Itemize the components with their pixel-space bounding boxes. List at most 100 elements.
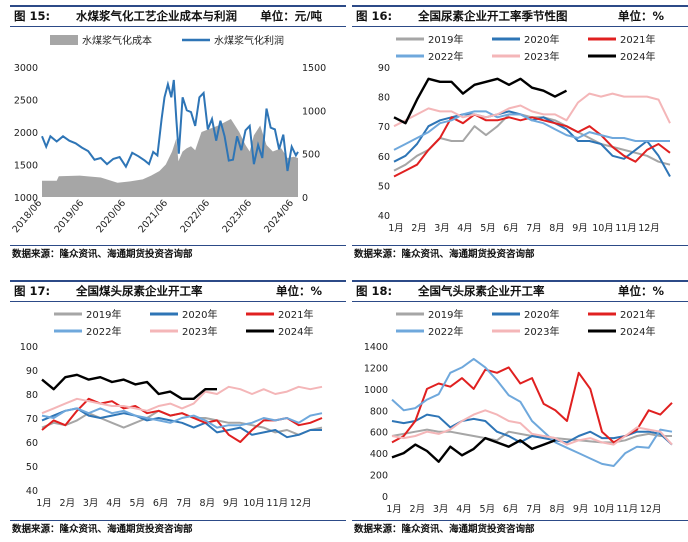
fig15-xtick: 2024/06 [262,198,296,235]
fig16-legend-label-2024年: 2024年 [620,50,655,63]
fig15-ytick-right: 500 [302,150,320,161]
fig18-title-bar: 图 18: 全国气头尿素企业开工率 单位：% [352,280,688,302]
fig18-panel: 图 18: 全国气头尿素企业开工率 单位：% 2019年 2020年 2021年 20… [352,280,688,542]
fig18-xtick: 3月 [433,504,449,515]
fig18-xtick: 9月 [573,504,589,515]
fig17-unit: 单位：% [275,284,322,298]
fig17-ytick: 90 [26,366,38,377]
fig16-xtick: 2月 [411,223,427,234]
fig15-xtick: 2021/06 [136,198,170,235]
fig18-xtick: 6月 [503,504,519,515]
fig16-ytick: 90 [378,63,390,74]
fig17-legend-label-2019年: 2019年 [86,308,121,321]
fig17-series-2023年 [41,385,323,415]
fig17-xtick: 1月 [36,498,52,509]
fig15-number: 图 15: [14,9,51,23]
fig17-title-bar: 图 17: 全国煤头尿素企业开工率 单位：% [10,280,346,302]
fig18-legend-label-2022年: 2022年 [428,325,463,338]
fig16-chart: 2019年 2020年 2021年 2022年 2023年 2024年 90 80 70 60 50… [378,33,671,234]
fig15-title: 水煤浆气化工艺企业成本与利润 [76,9,237,23]
fig17-legend-label-2020年: 2020年 [182,308,217,321]
fig17-xtick: 10月 [243,498,265,509]
fig15-xtick: 2022/06 [178,198,212,235]
fig18-ytick: 1000 [364,385,388,396]
fig16-ytick: 60 [378,152,390,163]
fig18-xtick: 5月 [480,504,496,515]
fig17-title: 全国煤头尿素企业开工率 [76,284,203,298]
fig18-xtick: 7月 [526,504,542,515]
fig16-xtick: 3月 [434,223,450,234]
fig16-xtick: 4月 [457,223,473,234]
fig16-unit: 单位：% [617,9,664,23]
fig15-unit: 单位：元/吨 [260,9,322,23]
fig16-legend-label-2021年: 2021年 [620,33,655,46]
fig18-legend-label-2023年: 2023年 [524,325,559,338]
fig16-series-2021年 [393,113,671,178]
fig15-ytick-right: 0 [302,193,308,204]
fig17-number: 图 17: [14,284,51,298]
fig17-xtick: 5月 [130,498,146,509]
fig18-xtick: 4月 [456,504,472,515]
fig16-number: 图 16: [356,9,393,23]
fig16-xtick: 12月 [638,223,660,234]
fig18-legend-label-2020年: 2020年 [524,308,559,321]
fig18-xtick: 1月 [386,504,402,515]
fig16-xtick: 11月 [615,223,637,234]
fig16-xtick: 6月 [503,223,519,234]
fig17-xtick: 11月 [267,498,289,509]
fig17-legend-label-2021年: 2021年 [278,308,313,321]
fig16-xtick: 1月 [388,223,404,234]
fig16-series-2022年 [393,110,670,151]
fig17-ytick: 70 [26,414,38,425]
fig15-title-bar: 图 15: 水煤浆气化工艺企业成本与利润 单位：元/吨 [10,5,346,27]
fig17-legend-label-2022年: 2022年 [86,325,121,338]
fig18-ytick: 0 [382,492,388,503]
fig18-xtick: 8月 [550,504,566,515]
fig15-ytick-right: 1500 [302,63,326,74]
fig16-panel: 图 16: 全国尿素企业开工率季节性图 单位：% 2019年 2020年 2021年… [352,5,688,267]
fig16-ytick: 50 [378,181,390,192]
fig17-xtick: 4月 [106,498,122,509]
fig16-ytick: 40 [378,211,390,222]
fig16-title-bar: 图 16: 全国尿素企业开工率季节性图 单位：% [352,5,688,27]
fig15-panel: 图 15: 水煤浆气化工艺企业成本与利润 单位：元/吨 水煤浆气化成本 水煤浆气化… [10,5,346,267]
fig15-legend-profit-label: 水煤浆气化利润 [214,34,284,47]
fig17-xtick: 3月 [83,498,99,509]
fig16-xtick: 10月 [592,223,614,234]
fig17-legend-label-2023年: 2023年 [182,325,217,338]
fig18-series-2022年 [391,357,673,467]
fig16-xtick: 9月 [572,223,588,234]
fig18-series-2024年 [391,436,556,463]
fig17-chart: 2019年 2020年 2021年 2022年 2023年 2024年 100 90 80 70 6… [20,308,323,509]
fig16-source: 数据来源：隆众资讯、海通期货投资咨询部 [352,245,688,265]
fig16-legend-label-2023年: 2023年 [524,50,559,63]
fig18-xtick: 10月 [593,504,615,515]
fig18-series-2023年 [391,409,673,446]
fig18-ytick: 1200 [364,363,388,374]
fig18-ytick: 400 [370,449,388,460]
fig15-ytick-left: 3000 [14,63,38,74]
fig16-series-2024年 [393,77,568,125]
fig17-xtick: 12月 [290,498,312,509]
fig18-chart: 2019年 2020年 2021年 2022年 2023年 2024年 1400 1200 10… [364,308,673,515]
fig17-panel: 图 17: 全国煤头尿素企业开工率 单位：% 2019年 2020年 2021年 20… [10,280,346,542]
fig15-xtick: 2023/06 [220,198,254,235]
fig15-legend-cost-label: 水煤浆气化成本 [82,34,152,47]
fig18-number: 图 18: [356,284,393,298]
fig15-source: 数据来源：隆众资讯、海通期货投资咨询部 [10,245,346,265]
fig17-series-2020年 [41,407,322,439]
fig18-ytick: 800 [370,406,388,417]
fig16-series-2023年 [393,92,671,128]
fig17-ytick: 80 [26,390,38,401]
fig15-profit-line [41,79,299,172]
fig16-legend-label-2022年: 2022年 [428,50,463,63]
fig17-ytick: 100 [20,342,38,353]
fig17-series-2024年 [41,373,217,400]
fig16-xtick: 8月 [549,223,565,234]
fig16-legend-label-2019年: 2019年 [428,33,463,46]
fig16-xtick: 5月 [480,223,496,234]
fig16-ytick: 70 [378,122,390,133]
fig15-ytick-left: 2000 [14,128,38,139]
fig18-ytick: 200 [370,471,388,482]
fig18-legend-label-2024年: 2024年 [620,325,655,338]
